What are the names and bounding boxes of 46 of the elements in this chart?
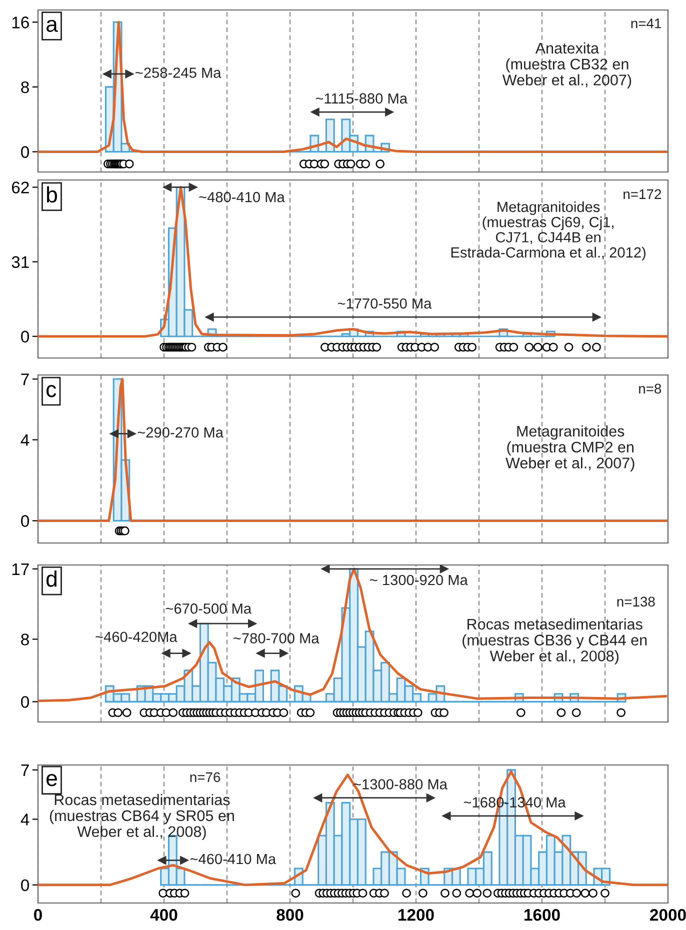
annotation: Anatexita (muestra CB32 en Weber et al., 2007) — [502, 42, 632, 88]
annotation: ~460-410 Ma — [190, 854, 276, 864]
x-tick-label: 800 — [276, 908, 304, 921]
annotation: n=8 — [639, 384, 662, 394]
y-tick-label: 8 — [21, 81, 29, 94]
annotation: n=76 — [190, 772, 220, 782]
x-tick-label: 0 — [34, 908, 42, 921]
annotation: ~1770-550 Ma — [338, 298, 432, 309]
annotation: ~670-500 Ma — [166, 603, 252, 614]
y-tick-label: 31 — [12, 256, 29, 268]
y-tick-label: 0 — [21, 515, 30, 527]
annotation: ~460-420Ma — [96, 632, 178, 642]
annotation: ~290-270 Ma — [138, 427, 224, 438]
annotation: ~480-410 Ma — [199, 192, 285, 202]
y-tick-label: 17 — [12, 563, 29, 575]
annotation: Rocas metasedimentarias (muestras CB64 y SR05 en Weber et al., 2008) — [50, 794, 234, 840]
y-tick-label: 0 — [21, 146, 30, 158]
chart-title: c — [46, 385, 56, 398]
annotation: ~ 1300-920 Ma — [370, 574, 468, 586]
annotation: ~780-700 Ma — [234, 633, 320, 644]
y-tick-label: 7 — [21, 374, 29, 386]
y-tick-label: 16 — [12, 16, 29, 28]
annotation: ~1115-880 Ma — [316, 93, 408, 104]
y-tick-label: 0 — [21, 696, 30, 708]
annotation: n=41 — [631, 18, 662, 28]
chart-title: b — [46, 186, 57, 203]
x-tick-label: 1600 — [524, 908, 560, 921]
x-tick-label: 2000 — [650, 908, 686, 921]
annotation: Rocas metasedimentarias (muestras CB36 y CB44 en Weber et al., 2008) — [462, 618, 647, 664]
y-tick-label: 7 — [21, 764, 29, 776]
annotation: ~258-245 Ma — [136, 68, 222, 78]
x-tick-label: 400 — [150, 908, 178, 921]
y-tick-label: 0 — [21, 879, 30, 892]
annotation: n=172 — [624, 189, 662, 199]
y-tick-label: 0 — [21, 330, 30, 343]
chart-title: a — [46, 20, 58, 32]
annotation: Metagranitoides (muestra CMP2 en Weber et al., 2007) — [506, 425, 634, 472]
chart-title: e — [46, 774, 57, 786]
chart-title: d — [46, 570, 56, 587]
x-tick-label: 1200 — [398, 908, 434, 921]
y-tick-label: 4 — [20, 814, 30, 826]
y-tick-label: 4 — [20, 434, 30, 446]
annotation: Metagranitoides (muestras Cj69, Cj1, CJ71, CJ44B en Estrada-Carmona et al., 2012) — [451, 201, 646, 260]
y-tick-label: 8 — [21, 634, 29, 646]
annotation: n=138 — [617, 596, 655, 607]
y-tick-label: 62 — [12, 182, 29, 194]
